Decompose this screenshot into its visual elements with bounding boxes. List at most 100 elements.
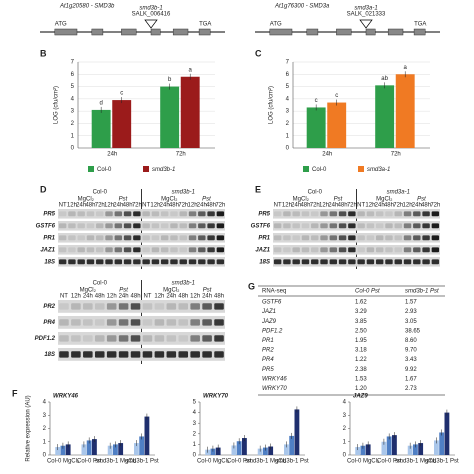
blot-band: [273, 247, 282, 253]
blot-band: [96, 211, 104, 217]
blot-band: [123, 211, 132, 217]
lane-label: 24h: [76, 203, 86, 209]
lane-label: 24h: [83, 294, 93, 300]
bar: [86, 440, 92, 455]
x-tick-label: Col-0 Pst: [77, 459, 102, 465]
table-cell: 1.57: [405, 300, 417, 306]
y-tick-label: 1: [43, 439, 47, 445]
y-tick-label: 0: [71, 146, 75, 152]
blot-band: [68, 235, 76, 241]
significance-letter: c: [335, 93, 338, 99]
blot-band: [385, 259, 393, 265]
blot-band: [166, 319, 177, 326]
blot-band: [329, 223, 338, 229]
blot-band: [301, 247, 310, 253]
blot-band: [77, 235, 85, 241]
bar: [444, 412, 450, 455]
lane-label: NT: [274, 203, 282, 209]
blot-band: [375, 223, 384, 229]
blot-band: [190, 351, 200, 358]
blot-band: [198, 223, 206, 229]
lane-label: 48h: [85, 203, 95, 209]
lane-label: 24h: [375, 203, 385, 209]
blot-band: [178, 303, 189, 310]
blot-band: [413, 223, 421, 229]
bar: [407, 445, 413, 455]
blot-band: [190, 335, 200, 342]
gene-label: GSTF6: [36, 223, 56, 229]
table-header: Col-0 Pst: [355, 289, 380, 295]
blot-band: [178, 319, 189, 326]
blot-band: [154, 303, 165, 310]
panel-label: G: [248, 281, 255, 291]
blot-band: [329, 211, 338, 217]
exon: [198, 28, 211, 36]
blot-band: [188, 223, 197, 229]
lane-label: 12h: [365, 203, 375, 209]
blot-band: [207, 259, 215, 265]
insertion-line: SALK_021333: [347, 12, 386, 18]
exon: [269, 28, 293, 36]
blot-band: [348, 211, 356, 217]
x-tick-label: Col-0 Pst: [227, 459, 252, 465]
table-cell: 3.18: [355, 348, 367, 354]
blot-band: [375, 211, 384, 217]
blot-band: [58, 259, 67, 265]
blot-band: [301, 211, 310, 217]
y-tick-label: 2: [193, 431, 197, 437]
bar: [365, 444, 371, 455]
blot-band: [385, 211, 393, 217]
table-cell: WRKY46: [262, 376, 287, 382]
legend-swatch: [303, 166, 309, 172]
blot-band: [385, 223, 393, 229]
table-cell: 3.29: [355, 309, 367, 315]
blot-band: [142, 259, 150, 265]
blot-band: [179, 223, 187, 229]
blot-band: [320, 235, 328, 241]
bar: [55, 447, 61, 455]
blot-band: [214, 303, 224, 310]
blot-background: [273, 245, 440, 255]
panel-label: F: [12, 388, 18, 398]
bar: [160, 86, 180, 148]
blot-band: [123, 235, 132, 241]
blot-band: [133, 223, 141, 229]
blot-band: [151, 223, 160, 229]
blot-band: [71, 303, 81, 310]
blot-band: [202, 351, 212, 358]
blot-band: [130, 303, 141, 310]
table-cell: 8.60: [405, 338, 417, 344]
blot-band: [422, 259, 430, 265]
table-cell: 1.95: [355, 338, 367, 344]
blot-band: [68, 211, 76, 217]
blot-band: [207, 247, 215, 253]
genotype-label: smd3b-1: [172, 190, 195, 196]
genotype-label: Col-0: [93, 281, 108, 287]
blot-band: [59, 335, 69, 342]
blot-band: [142, 319, 153, 326]
blot-band: [422, 235, 430, 241]
table-cell: JAZ9: [261, 319, 277, 325]
y-tick-label: 2: [43, 426, 47, 432]
blot-band: [357, 247, 365, 253]
blot-band: [403, 247, 412, 253]
table-cell: PDF1.2: [262, 328, 283, 334]
bar: [306, 107, 326, 148]
table-header: smd3b-1 Pst: [405, 289, 439, 295]
blot-band: [357, 211, 365, 217]
y-tick-label: 5: [286, 84, 290, 90]
blot-band: [301, 259, 310, 265]
blot-band: [106, 303, 117, 310]
significance-letter: a: [189, 67, 193, 73]
blot-band: [431, 223, 440, 229]
blot-band: [431, 235, 440, 241]
blot-band: [422, 211, 430, 217]
blot-band: [385, 235, 393, 241]
blot-band: [96, 259, 104, 265]
x-tick-label: smd3b-1 Pst: [275, 459, 309, 465]
blot-band: [154, 351, 165, 358]
treatment-label: MgCl₂: [293, 197, 310, 203]
blot-band: [170, 247, 178, 253]
blot-band: [413, 211, 421, 217]
blot-band: [375, 259, 384, 265]
